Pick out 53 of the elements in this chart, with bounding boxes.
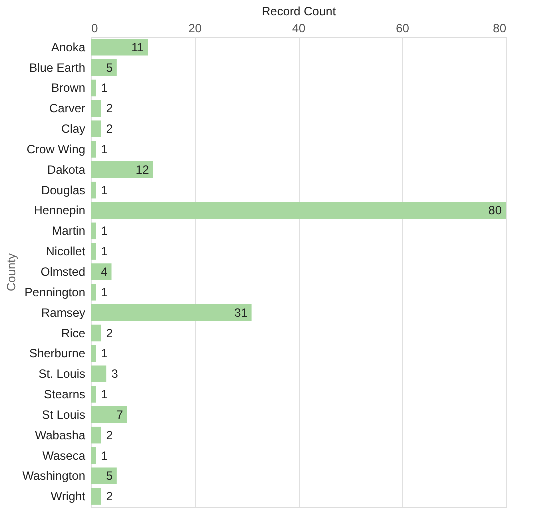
y-tick-label: Clay (61, 122, 86, 136)
data-label: 80 (488, 204, 502, 218)
y-axis-title: County (4, 253, 19, 292)
x-tick-label: 60 (396, 22, 410, 36)
y-tick-label: St Louis (42, 408, 86, 422)
y-tick-label: Rice (61, 326, 86, 340)
data-label: 1 (101, 346, 108, 361)
data-label: 11 (132, 40, 144, 54)
y-tick-label: Washington (22, 469, 86, 484)
y-tick-label: Waseca (42, 448, 86, 463)
data-label: 2 (106, 326, 114, 340)
data-label: 7 (116, 408, 124, 422)
data-label: 1 (101, 224, 108, 238)
data-label: 5 (106, 469, 114, 484)
data-label: 4 (101, 265, 108, 279)
y-tick-label: Anoka (51, 40, 86, 54)
y-tick-label: Carver (49, 102, 86, 116)
data-label: 1 (101, 142, 108, 156)
x-axis-title: Record Count (262, 4, 337, 18)
y-tick-label: Crow Wing (26, 142, 86, 156)
x-tick-label: 0 (92, 22, 98, 36)
y-tick-label: Dakota (47, 162, 86, 177)
y-tick-label: Hennepin (34, 204, 86, 218)
data-label: 1 (101, 448, 108, 463)
data-label: 3 (112, 367, 119, 382)
y-tick-label: St. Louis (38, 367, 86, 382)
data-label: 1 (101, 285, 108, 300)
data-label: 2 (106, 122, 114, 136)
y-tick-label: Martin (52, 224, 86, 238)
x-tick-label: 20 (188, 22, 202, 36)
x-tick-label: 80 (493, 22, 507, 36)
y-tick-label: Ramsey (41, 306, 86, 320)
y-tick-label: Blue Earth (29, 60, 86, 75)
data-label: 2 (106, 102, 114, 116)
data-label: 5 (106, 60, 114, 75)
data-label: 2 (106, 490, 114, 504)
data-label: 1 (101, 81, 108, 96)
y-tick-label: Olmsted (40, 265, 86, 279)
y-tick-label: Nicollet (46, 244, 86, 259)
y-tick-label: Douglas (41, 183, 86, 198)
x-tick-label: 40 (292, 22, 306, 36)
data-label: 12 (136, 162, 150, 177)
data-label: 1 (101, 183, 108, 198)
y-tick-label: Sherburne (29, 346, 86, 361)
data-label: 1 (101, 244, 108, 259)
data-label: 2 (106, 428, 114, 442)
y-tick-label: Wright (51, 490, 86, 504)
y-tick-label: Stearns (44, 388, 86, 402)
y-tick-label: Pennington (24, 285, 86, 300)
data-label: 31 (234, 306, 248, 320)
data-label: 1 (101, 388, 108, 402)
y-tick-label: Brown (51, 81, 86, 96)
y-tick-label: Wabasha (35, 428, 86, 442)
